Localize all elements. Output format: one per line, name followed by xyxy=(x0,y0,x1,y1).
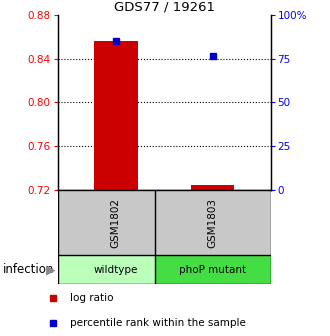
Bar xyxy=(191,185,234,190)
Bar xyxy=(58,255,174,284)
Text: GSM1803: GSM1803 xyxy=(208,198,217,248)
Bar xyxy=(58,190,174,255)
Title: GDS77 / 19261: GDS77 / 19261 xyxy=(114,1,215,14)
Text: phoP mutant: phoP mutant xyxy=(179,265,246,275)
Text: ▶: ▶ xyxy=(46,263,56,276)
Bar xyxy=(154,255,271,284)
Text: log ratio: log ratio xyxy=(70,293,114,303)
Bar xyxy=(94,41,138,190)
Text: wildtype: wildtype xyxy=(94,265,138,275)
Text: percentile rank within the sample: percentile rank within the sample xyxy=(70,319,246,328)
Text: infection: infection xyxy=(3,263,55,276)
Text: GSM1802: GSM1802 xyxy=(111,198,121,248)
Bar xyxy=(154,190,271,255)
